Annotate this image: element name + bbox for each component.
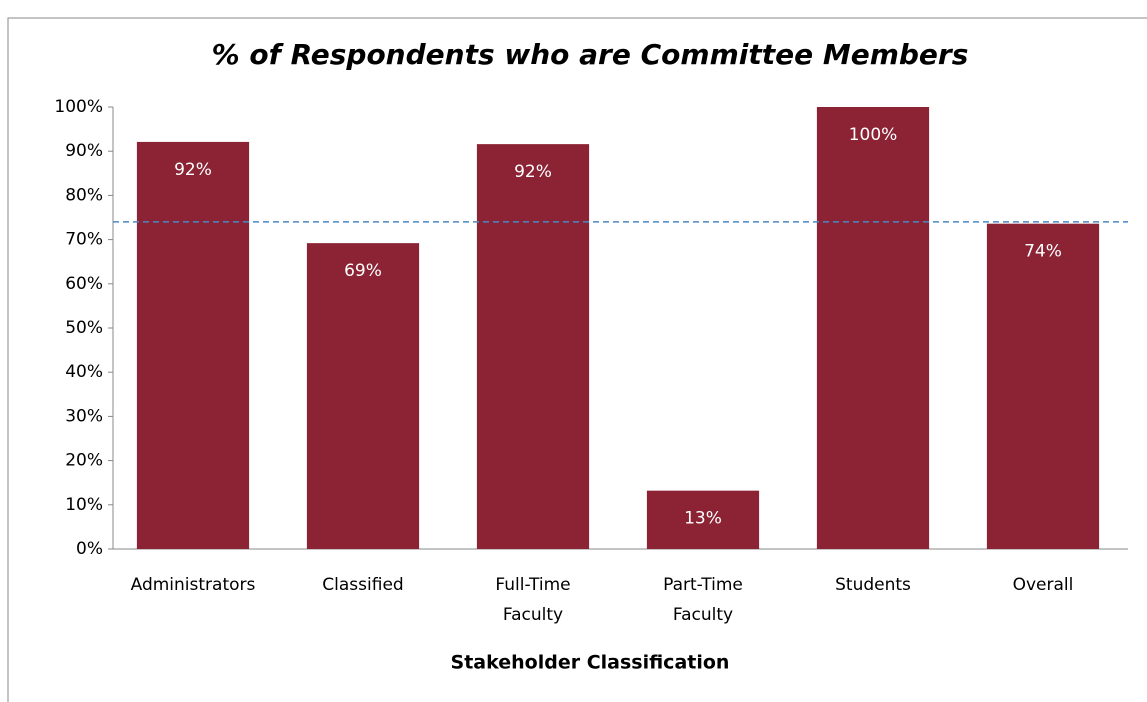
chart-title: % of Respondents who are Committee Membe… — [212, 38, 969, 71]
y-tick-label: 0% — [76, 539, 103, 559]
x-axis-title: Stakeholder Classification — [451, 652, 730, 674]
bar — [986, 223, 1100, 550]
y-tick-label: 30% — [65, 406, 103, 426]
y-tick-label: 70% — [65, 230, 103, 250]
y-tick-label: 90% — [65, 141, 103, 161]
value-label: 100% — [849, 125, 898, 145]
y-tick-label: 40% — [65, 362, 103, 382]
bar — [476, 144, 590, 550]
value-label: 92% — [174, 160, 212, 180]
y-tick-label: 60% — [65, 274, 103, 294]
value-label: 13% — [684, 509, 722, 529]
x-tick-label: Classified — [322, 575, 403, 595]
y-tick-label: 100% — [54, 97, 103, 117]
y-tick-label: 10% — [65, 495, 103, 515]
x-tick-label: Administrators — [131, 575, 256, 595]
y-tick-label: 80% — [65, 185, 103, 205]
y-tick-label: 20% — [65, 451, 103, 471]
bar — [306, 243, 420, 550]
y-tick-label: 50% — [65, 318, 103, 338]
value-label: 92% — [514, 162, 552, 182]
chart-frame — [7, 17, 1147, 702]
x-tick-label: Overall — [1013, 575, 1074, 595]
value-label: 69% — [344, 261, 382, 281]
x-tick-label: Students — [835, 575, 911, 595]
x-tick-label: Full-Time Faculty — [495, 575, 570, 625]
bar — [136, 141, 250, 549]
x-tick-label: Part-Time Faculty — [663, 575, 743, 625]
bar — [646, 490, 760, 549]
bar — [816, 107, 930, 549]
value-label: 74% — [1024, 242, 1062, 262]
